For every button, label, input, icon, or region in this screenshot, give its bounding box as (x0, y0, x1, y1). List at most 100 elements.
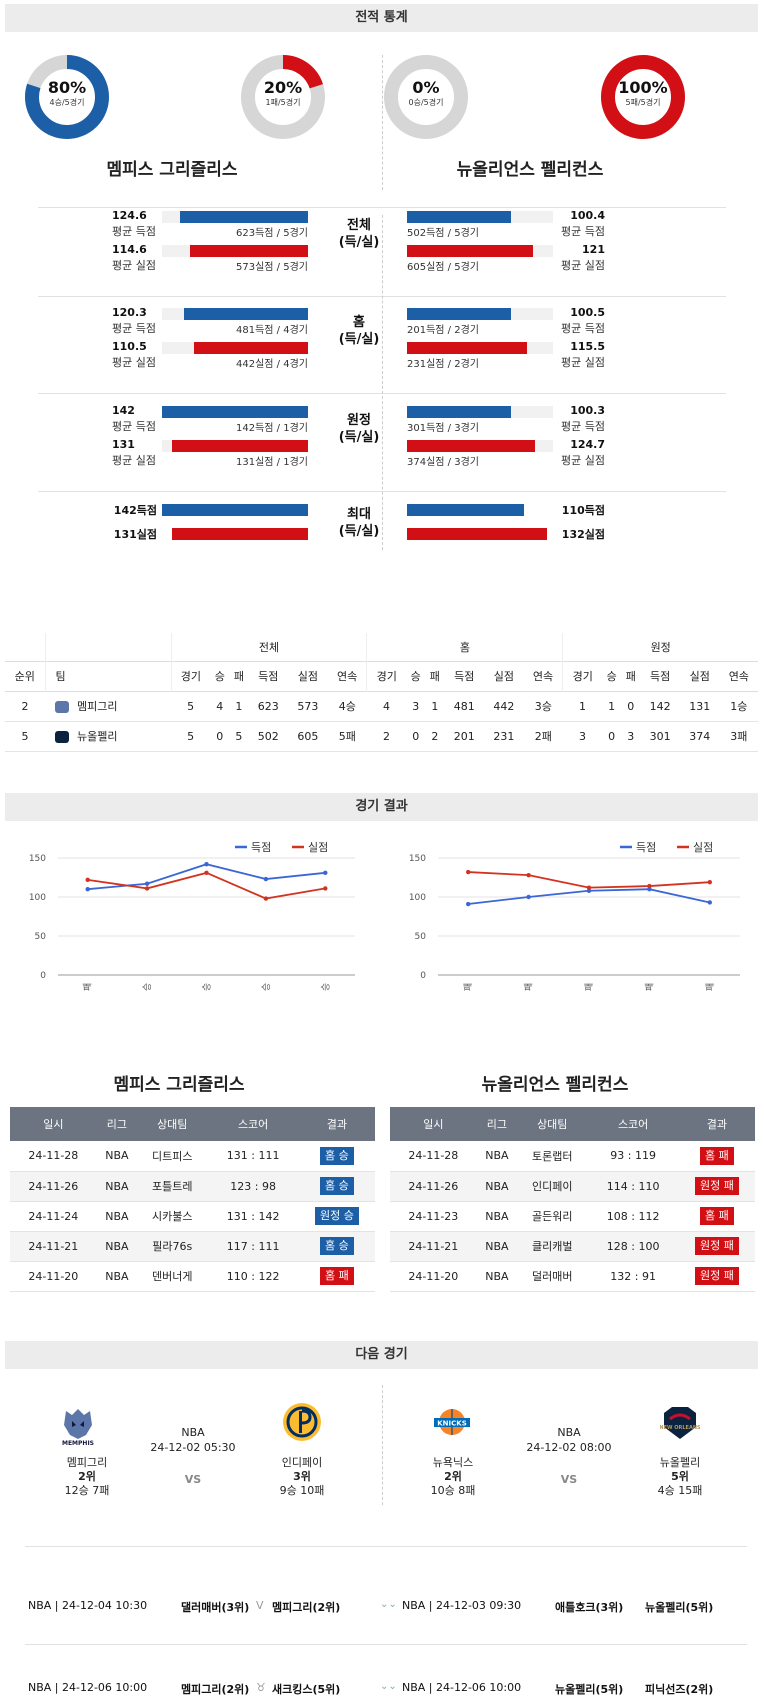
col-header: 패 (429, 670, 440, 683)
team-cell[interactable]: 멤피그리 (45, 691, 171, 721)
opponent-cell[interactable]: 클리캐벌 (517, 1231, 588, 1262)
col-header: 리그 (476, 1107, 518, 1141)
col-header: 실점 (689, 670, 710, 683)
col-header: 연속 (523, 661, 564, 691)
chevron-down-icon[interactable]: ⌄⌄ (380, 1599, 397, 1610)
vs-icon: V (256, 1599, 264, 1612)
data-point (586, 888, 592, 893)
next-opp-name: 인디페이 (281, 1456, 323, 1469)
league-cell: NBA (476, 1141, 518, 1172)
future-team-a[interactable]: 댈러매버(3위) (181, 1601, 250, 1614)
stat-bar (180, 211, 308, 223)
date-cell: 24-11-20 (10, 1261, 97, 1292)
date-cell: 24-11-20 (390, 1261, 477, 1292)
table-row: 5 뉴올펠리 5 0 5 502 605 5패 2 0 2 201 231 2패 3 0 3 301 374 3패 (5, 721, 758, 751)
max-bar (407, 504, 524, 516)
opponent-cell[interactable]: 포틀트레 (137, 1171, 208, 1202)
result-cell: 원정 패 (678, 1231, 755, 1262)
future-meta: NBA | 24-12-04 10:30 (28, 1599, 148, 1612)
opponent-cell[interactable]: 필라76s (137, 1231, 208, 1262)
opponent-cell[interactable]: 인디페이 (517, 1171, 588, 1202)
future-team-a[interactable]: 뉴올펠리(5위) (555, 1683, 624, 1696)
col-header: 상대팀 (517, 1107, 588, 1141)
col-header: 일시 (10, 1107, 97, 1141)
max-bar (172, 528, 308, 540)
data-point (144, 881, 150, 886)
rank-cell: 5 (21, 729, 29, 743)
x-tick-label: 승 (320, 983, 331, 991)
future-team-a[interactable]: 멤피그리(2위) (181, 1683, 250, 1696)
col-header: 경기 (180, 670, 201, 683)
stat-label: 평균 득점 (112, 322, 156, 335)
data-point (323, 886, 328, 891)
knicks-logo-icon: KNICKS (434, 1409, 470, 1435)
result-cell: 홈 패 (298, 1261, 375, 1292)
divider (382, 215, 383, 550)
stat-cell: 4 (383, 699, 391, 713)
result-cell: 원정 승 (298, 1201, 375, 1232)
league-cell: NBA (96, 1261, 138, 1292)
future-team-b[interactable]: 피닉선즈(2위) (645, 1683, 714, 1696)
stat-caption: 502득점 / 5경기 (407, 228, 479, 239)
next-pelicans-record: 4승 15패 (657, 1484, 703, 1497)
col-header: 스코어 (207, 1107, 299, 1141)
next-pelicans-rank: 5위 (671, 1470, 689, 1483)
table-row: 24-11-28 NBA 디트피스 131 : 111 홈 승 (10, 1141, 375, 1172)
stat-group-sublabel: (득/실) (338, 430, 380, 445)
stat-cell: 605 (297, 729, 319, 743)
data-point (323, 870, 328, 876)
y-tick-label: 0 (40, 971, 46, 981)
stat-label: 평균 득점 (112, 225, 156, 238)
future-team-b[interactable]: 새크킹스(5위) (272, 1683, 341, 1696)
result-cell: 홈 승 (298, 1141, 375, 1172)
stat-cell: 3 (412, 699, 420, 713)
stat-value: 124.6 (112, 209, 147, 222)
x-tick-label: 패 (83, 983, 94, 991)
next-opp-rank: 3위 (293, 1470, 311, 1483)
y-tick-label: 150 (409, 854, 426, 864)
stat-cell: 131 (689, 699, 711, 713)
col-header: 일시 (390, 1107, 477, 1141)
opponent-cell[interactable]: 시카불스 (137, 1201, 208, 1232)
stat-bar (162, 406, 308, 418)
future-team-b[interactable]: 뉴올펠리(5위) (645, 1601, 714, 1614)
stat-bar (172, 440, 308, 452)
header-row: 일시 리그 상대팀 스코어 결과 (10, 1107, 375, 1141)
opponent-cell[interactable]: 덴버너게 (137, 1261, 208, 1292)
stat-caption: 374실점 / 3경기 (407, 457, 479, 468)
stat-label: 평균 실점 (561, 259, 605, 272)
opponent-cell[interactable]: 디트피스 (137, 1141, 208, 1172)
result-cell: 홈 승 (298, 1171, 375, 1202)
col-header: 패 (233, 670, 244, 683)
stat-caption: 142득점 / 1경기 (236, 423, 308, 434)
table-row: 24-11-24 NBA 시카불스 131 : 142 원정 승 (10, 1201, 375, 1232)
col-header: 실점 (297, 670, 319, 683)
stat-value: 131 (112, 438, 135, 451)
team-cell[interactable]: 뉴올펠리 (45, 721, 171, 751)
next-knicks-rank: 2위 (444, 1470, 462, 1483)
stat-cell: 573 (297, 699, 319, 713)
table-row: 24-11-21 NBA 클리캐벌 128 : 100 원정 패 (390, 1231, 755, 1262)
result-badge: 홈 승 (320, 1146, 354, 1165)
divider (25, 1644, 747, 1645)
stat-cell: 3 (578, 729, 586, 743)
stat-bar (407, 440, 535, 452)
chevron-down-icon[interactable]: ⌄⌄ (380, 1681, 397, 1692)
home-team-title: 멤피스 그리즐리스 (106, 160, 238, 180)
divider (382, 55, 383, 190)
col-header: 승 (214, 670, 225, 683)
opponent-cell[interactable]: 토론랩터 (517, 1141, 588, 1172)
future-team-a[interactable]: 애틀호크(3위) (555, 1601, 624, 1614)
opponent-cell[interactable]: 골든워리 (517, 1201, 588, 1232)
stat-label: 평균 실점 (561, 356, 605, 369)
opponent-cell[interactable]: 덜러매버 (517, 1261, 588, 1292)
donut-label: 100% 5패/5경기 (600, 54, 686, 108)
divider (382, 1385, 383, 1505)
date-cell: 24-11-28 (10, 1141, 97, 1172)
league-cell: NBA (96, 1171, 138, 1202)
future-team-b[interactable]: 멤피그리(2위) (272, 1601, 341, 1614)
score-cell: 114 : 110 (587, 1171, 679, 1202)
stat-group-sublabel: (득/실) (338, 332, 380, 347)
pelicans-icon (55, 731, 69, 743)
